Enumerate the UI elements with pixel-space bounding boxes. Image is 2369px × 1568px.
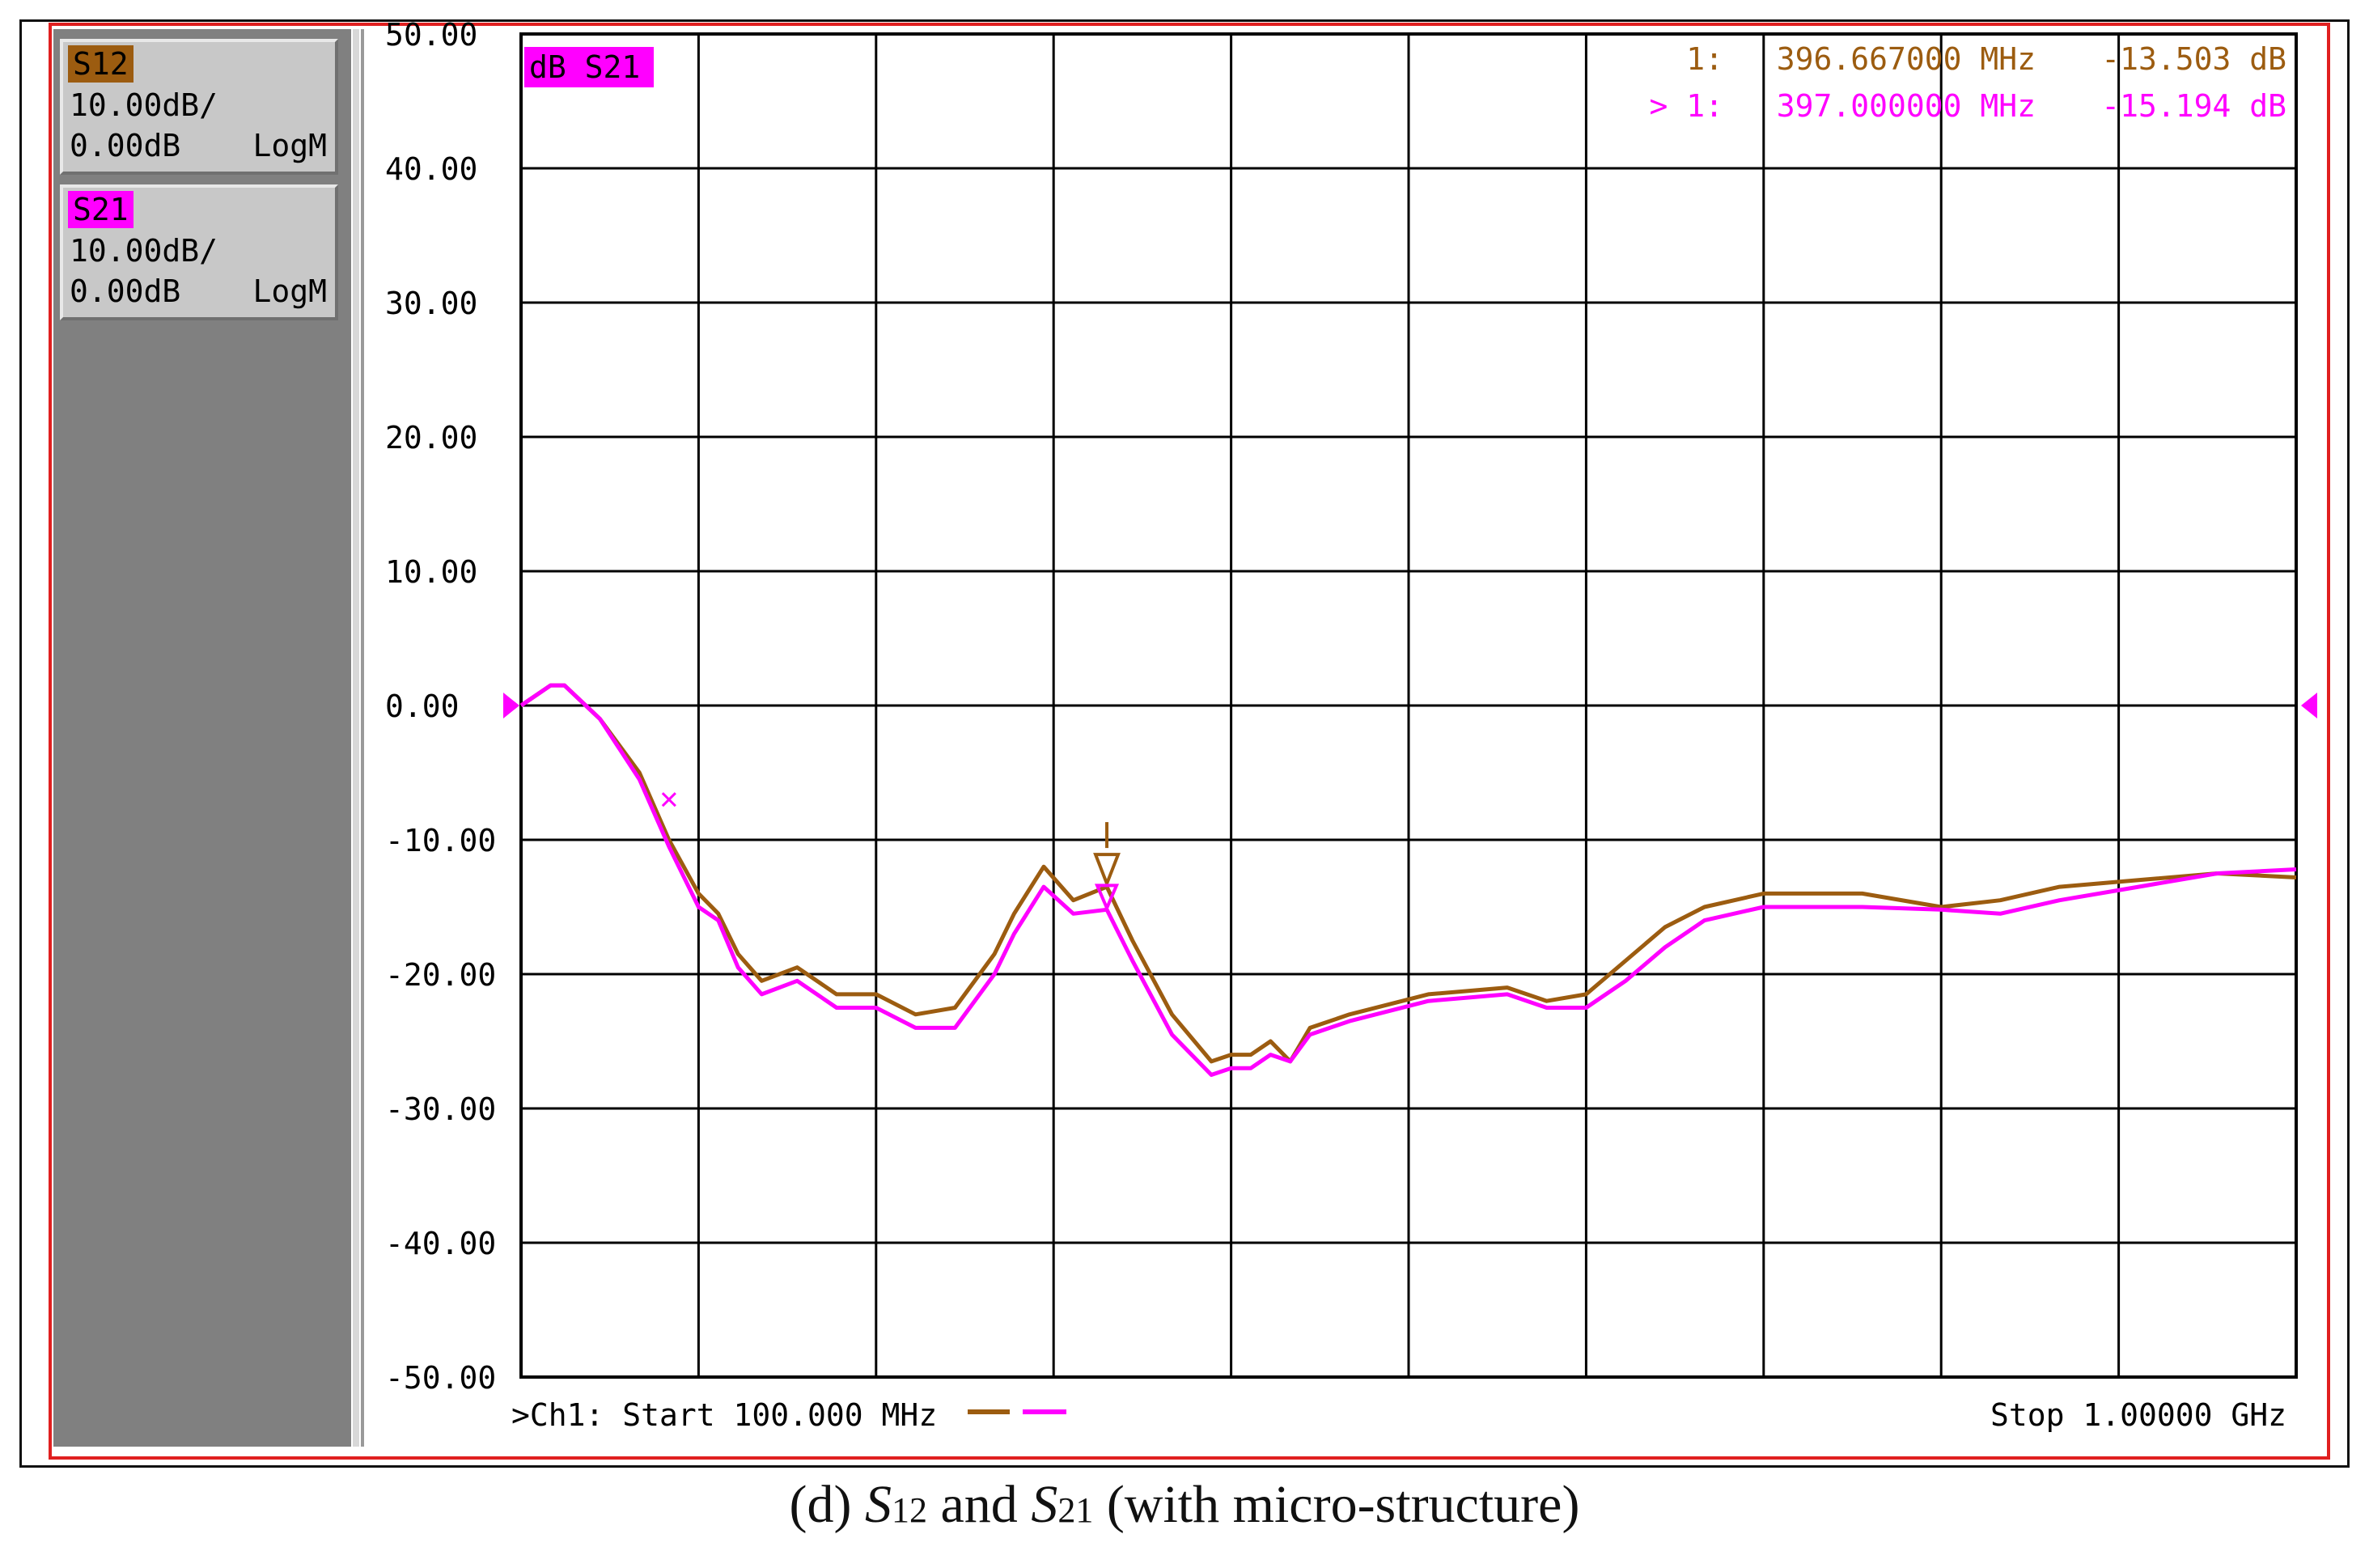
caption-prefix: (d) [789, 1475, 866, 1534]
active-trace-text: dB S21 [529, 49, 640, 85]
figure-caption: (d) S12 and S21 (with micro-structure) [0, 1474, 2369, 1536]
sidebar-divider-shadow [361, 29, 364, 1447]
y-tick-label: -10.00 [385, 823, 496, 858]
trace-panel-s21[interactable]: S21 10.00dB/ 0.00dB LogM [60, 184, 338, 320]
marker1-label-s12: 1: [1686, 41, 1723, 77]
trace-scale-s12: 10.00dB/ [70, 87, 218, 123]
reference-arrow-right [2301, 693, 2317, 718]
y-tick-labels: 50.00 40.00 30.00 20.00 10.00 0.00 -10.00 -20.0… [385, 17, 496, 1396]
y-tick-label: -30.00 [385, 1091, 496, 1127]
marker-triangle-s21 [1094, 884, 1120, 913]
channel-footer: >Ch1: Start 100.000 MHz Stop 1.00000 GHz [511, 1397, 2286, 1433]
reference-arrows [503, 693, 2317, 718]
marker1-value-s12: -13.503 dB [2101, 41, 2286, 77]
caption-mid: and [927, 1475, 1032, 1534]
marker1-freq-s12: 396.667000 MHz [1777, 41, 2036, 77]
y-tick-label: 10.00 [385, 554, 477, 590]
trace-scale-s21: 10.00dB/ [70, 233, 218, 269]
trace-name-s21: S21 [68, 191, 133, 228]
y-tick-label: 20.00 [385, 420, 477, 456]
trace-sidebar: S12 10.00dB/ 0.00dB LogM S21 10.00dB/ 0.… [53, 29, 351, 1447]
grid [519, 32, 2298, 1379]
y-tick-label: -40.00 [385, 1226, 496, 1261]
y-tick-label: -20.00 [385, 957, 496, 993]
trace-format-s21: LogM [252, 273, 327, 309]
y-tick-label: 50.00 [385, 17, 477, 53]
trace-name-s12: S12 [68, 45, 133, 83]
window-border-bottom [49, 1456, 2330, 1460]
plot-area: 50.00 40.00 30.00 20.00 10.00 0.00 -10.00 -20.0… [385, 17, 2317, 1433]
caption-s2: S [1031, 1475, 1058, 1534]
active-trace-badge [524, 47, 654, 87]
window-border-top [49, 23, 2330, 26]
series-line-s12 [519, 683, 2297, 1064]
trace-format-s12: LogM [252, 128, 327, 163]
marker1-label-s21: > 1: [1649, 88, 1723, 124]
y-tick-label: -50.00 [385, 1360, 496, 1396]
caption-sub2: 21 [1057, 1490, 1094, 1530]
y-tick-label: 40.00 [385, 151, 477, 187]
caption-sub1: 12 [892, 1490, 928, 1530]
trace-ref-s12: 0.00dB [70, 128, 181, 163]
marker-readout: 1: 396.667000 MHz -13.503 dB > 1: 397.00… [1649, 41, 2286, 124]
trace-marker-small [661, 792, 676, 807]
active-trace-label: dB S21 [524, 47, 654, 87]
sidebar-divider [353, 29, 359, 1447]
marker1-freq-s21: 397.000000 MHz [1777, 88, 2036, 124]
series-line-s21 [519, 683, 2297, 1077]
y-tick-label: 30.00 [385, 286, 477, 321]
start-frequency: >Ch1: Start 100.000 MHz [511, 1397, 937, 1433]
stop-frequency: Stop 1.00000 GHz [1990, 1397, 2286, 1433]
marker-triangle-s12 [1093, 853, 1121, 888]
caption-s1: S [865, 1475, 892, 1534]
reference-arrow-left [503, 693, 519, 718]
marker1-value-s21: -15.194 dB [2101, 88, 2286, 124]
caption-suffix: (with micro-structure) [1093, 1475, 1580, 1534]
y-tick-label: 0.00 [385, 689, 460, 724]
window-border-right [2327, 23, 2330, 1460]
trace-ref-s21: 0.00dB [70, 273, 181, 309]
window-border-left [49, 23, 52, 1460]
traces [519, 683, 2297, 1077]
trace-panel-s12[interactable]: S12 10.00dB/ 0.00dB LogM [60, 39, 338, 175]
trace-markers [661, 792, 1121, 913]
